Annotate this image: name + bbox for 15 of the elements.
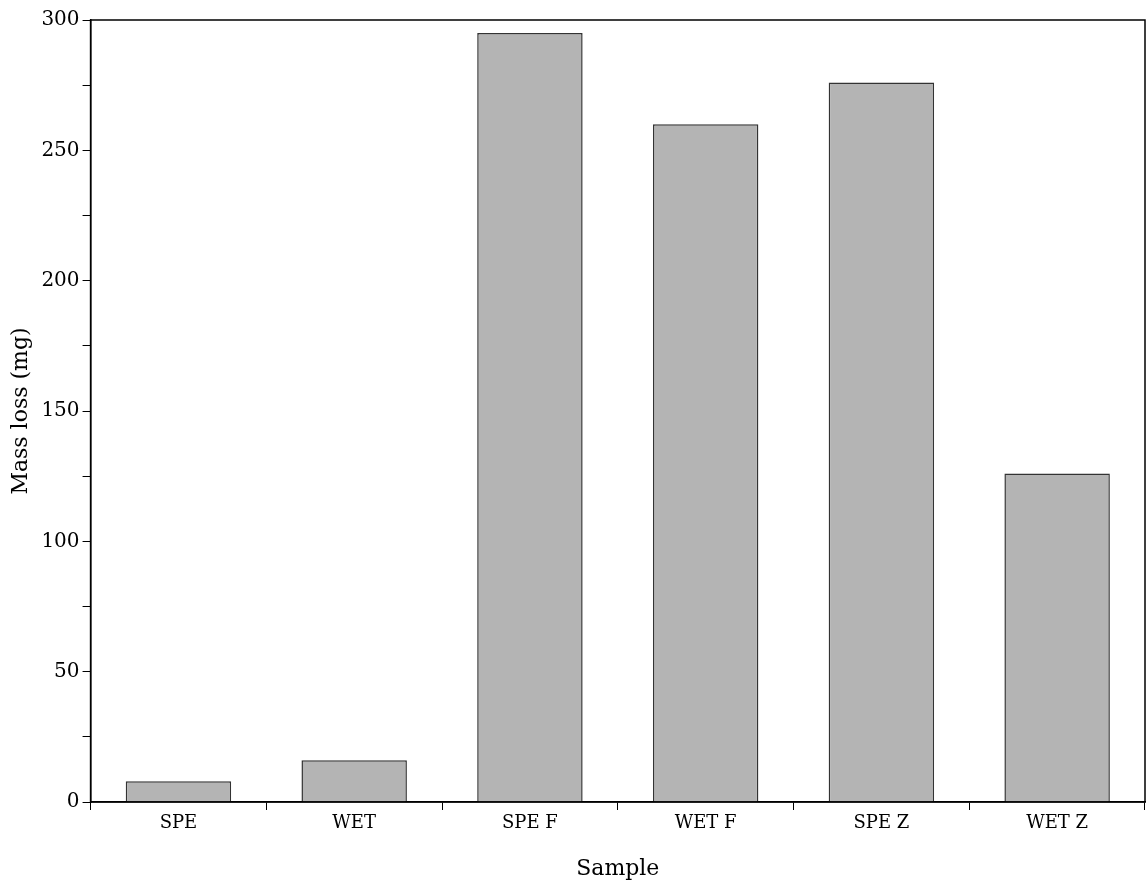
y-tick-label: 50 bbox=[54, 657, 80, 682]
x-tick-label: WET Z bbox=[1026, 811, 1089, 833]
y-tick-label: 200 bbox=[41, 266, 80, 291]
y-tick-label: 250 bbox=[41, 136, 80, 161]
x-tick-label: WET F bbox=[674, 811, 737, 833]
x-tick-label: SPE Z bbox=[853, 811, 910, 833]
y-tick-label: 150 bbox=[41, 397, 80, 422]
x-axis-title: Sample bbox=[576, 854, 660, 880]
y-axis-title: Mass loss (mg) bbox=[6, 327, 32, 495]
x-tick-label: SPE F bbox=[502, 811, 558, 833]
y-tick-label: 0 bbox=[66, 788, 80, 813]
x-tick-label: SPE bbox=[159, 811, 198, 833]
y-tick-label: 100 bbox=[41, 527, 80, 552]
y-tick-label: 300 bbox=[41, 6, 80, 31]
x-tick-label: WET bbox=[332, 811, 377, 833]
